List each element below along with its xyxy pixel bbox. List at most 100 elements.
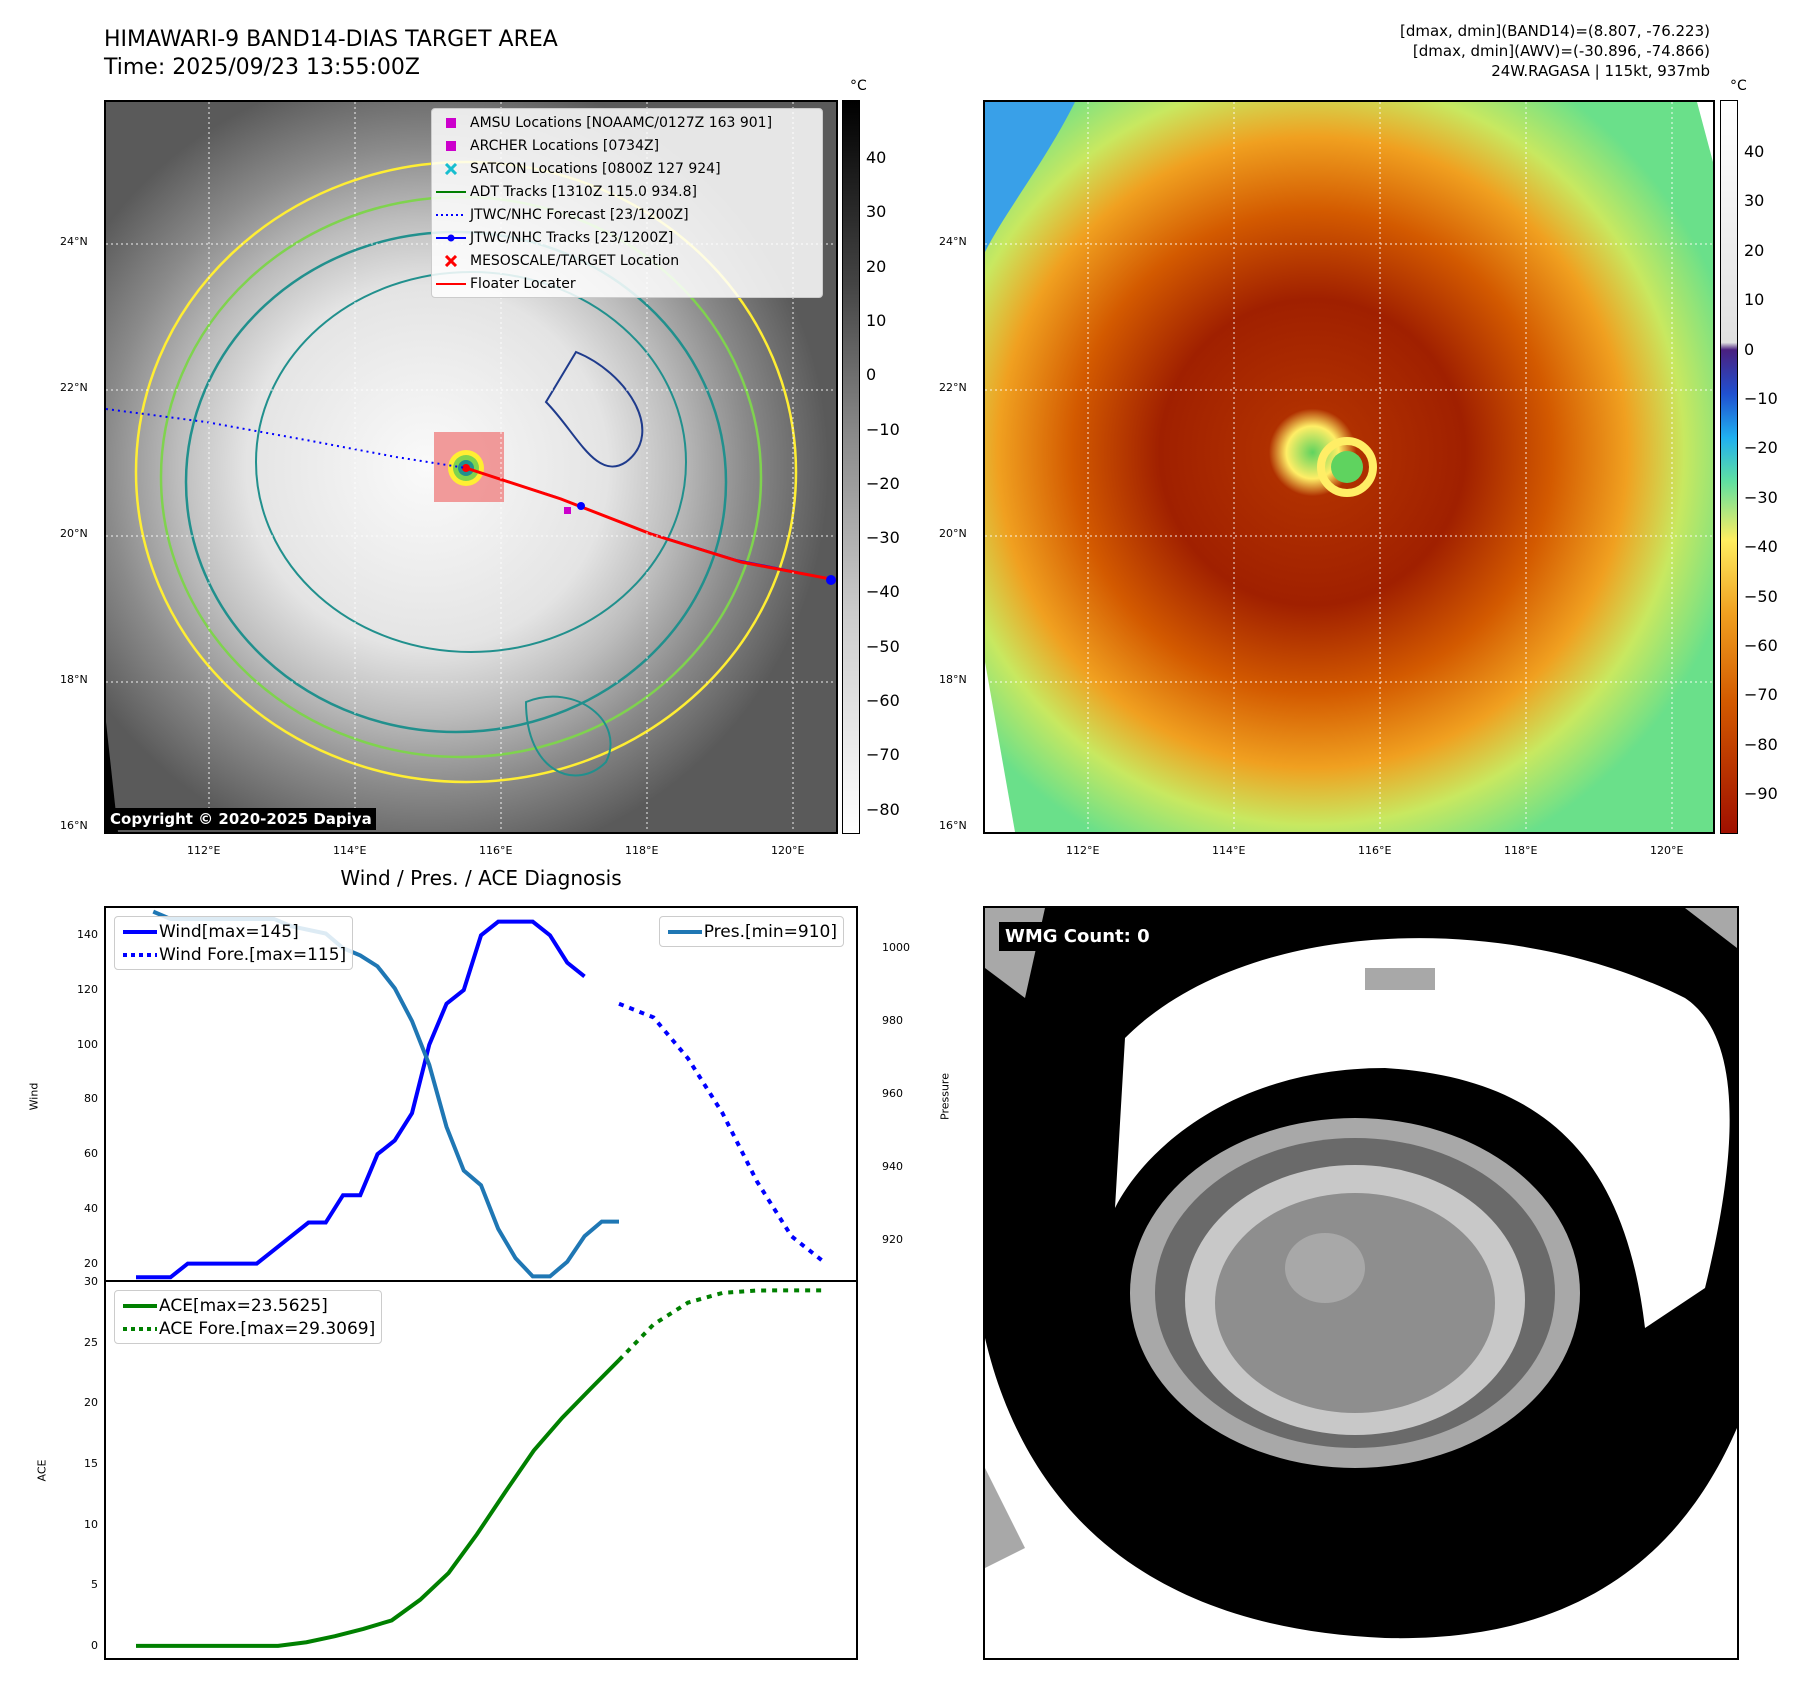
pressure-ytick: 1000 (882, 941, 910, 955)
colorbar-tick: −50 (1744, 586, 1778, 606)
ir-legend-label: Floater Locater (470, 275, 576, 292)
ir-legend-item: JTWC/NHC Tracks [23/1200Z] (432, 226, 822, 249)
pressure-axis-label: Pressure (938, 1073, 952, 1120)
pressure-legend: Pres.[min=910] (658, 916, 844, 947)
lon-tick: 118°E (1504, 844, 1538, 857)
ir-map-panel: AMSU Locations [NOAAMC/0127Z 163 901] ARC… (104, 100, 838, 834)
wind-forecast-line (618, 1001, 828, 1266)
colorbar-tick: −40 (1744, 537, 1778, 557)
colorbar-tick: −40 (866, 582, 900, 602)
colorbar-tick: −10 (1744, 389, 1778, 408)
ir-legend-item: ADT Tracks [1310Z 115.0 934.8] (432, 180, 822, 203)
wind-fore-legend-label: Wind Fore.[max=115] (159, 944, 347, 965)
ace-ytick: 5 (91, 1578, 98, 1592)
diag-title: Wind / Pres. / ACE Diagnosis (340, 866, 622, 890)
lon-tick: 114°E (333, 844, 367, 857)
colorbar-tick: 10 (866, 310, 887, 330)
awv-map-panel (983, 100, 1715, 834)
ir-legend: AMSU Locations [NOAAMC/0127Z 163 901] ARC… (431, 108, 823, 298)
awv-info-line2: [dmax, dmin](AWV)=(-30.896, -74.866) (1412, 42, 1710, 60)
lat-tick: 24°N (939, 235, 967, 248)
lon-tick: 118°E (625, 844, 659, 857)
ir-legend-label: MESOSCALE/TARGET Location (470, 252, 680, 269)
wind-pressure-chart: Wind[max=145] Wind Fore.[max=115] Pres.[… (104, 906, 858, 1282)
colorbar-tick: −20 (1744, 438, 1778, 458)
lon-tick: 120°E (771, 844, 805, 857)
pressure-ytick: 960 (882, 1087, 903, 1100)
ace-forecast-line (617, 1288, 826, 1362)
colorbar-tick: −60 (866, 691, 900, 710)
ace-plot (136, 1288, 826, 1648)
colorbar-tick: 20 (1744, 240, 1765, 260)
lat-tick: 20°N (939, 527, 967, 540)
copyright-badge: Copyright © 2020-2025 Dapiya (106, 808, 376, 830)
ace-legend: ACE[max=23.5625] ACE Fore.[max=29.3069] (114, 1290, 383, 1344)
lat-tick: 18°N (60, 673, 88, 686)
colorbar-tick: 30 (866, 202, 887, 222)
ir-legend-label: JTWC/NHC Tracks [23/1200Z] (470, 229, 674, 246)
wmg-count-label: WMG Count: 0 (999, 922, 1156, 951)
ir-legend-item: MESOSCALE/TARGET Location (432, 249, 822, 272)
colorbar-tick: −70 (866, 745, 900, 765)
awv-colorbar-unit: °C (1730, 78, 1747, 94)
ace-fore-legend-item: ACE Fore.[max=29.3069] (121, 1317, 375, 1340)
lat-tick: 22°N (939, 381, 967, 394)
wind-ytick: 80 (84, 1092, 98, 1106)
wind-ytick: 140 (77, 928, 98, 942)
ir-legend-item: Floater Locater (432, 272, 822, 295)
pressure-legend-item: Pres.[min=910] (666, 920, 837, 943)
wind-legend: Wind[max=145] Wind Fore.[max=115] (114, 916, 354, 970)
lon-tick: 112°E (187, 844, 221, 857)
colorbar-tick: −90 (1744, 784, 1778, 804)
wmg-panel: WMG Count: 0 (983, 906, 1739, 1660)
colorbar-tick: −60 (1744, 636, 1778, 655)
ir-legend-item: ARCHER Locations [0734Z] (432, 134, 822, 157)
wind-line (136, 919, 586, 1280)
colorbar-tick: 20 (866, 256, 887, 276)
wmg-image (985, 908, 1737, 1658)
ir-legend-label: SATCON Locations [0800Z 127 924] (470, 160, 721, 177)
wind-fore-legend-item: Wind Fore.[max=115] (121, 943, 346, 966)
lat-tick: 18°N (939, 673, 967, 686)
colorbar-tick: 10 (1744, 290, 1765, 310)
colorbar-tick: −70 (1744, 685, 1778, 705)
wind-ytick: 60 (84, 1147, 98, 1161)
awv-colorbar (1720, 100, 1738, 834)
colorbar-tick: 40 (866, 148, 887, 167)
ir-legend-label: ADT Tracks [1310Z 115.0 934.8] (470, 183, 697, 200)
ir-title-line2: Time: 2025/09/23 13:55:00Z (104, 55, 420, 80)
ace-ytick: 15 (84, 1456, 98, 1470)
pressure-legend-label: Pres.[min=910] (703, 921, 837, 942)
ace-ytick: 20 (84, 1396, 98, 1410)
ace-legend-label: ACE[max=23.5625] (159, 1295, 328, 1316)
wind-ytick: 120 (77, 983, 98, 997)
colorbar-tick: 0 (1744, 339, 1755, 359)
awv-info-line1: [dmax, dmin](BAND14)=(8.807, -76.223) (1399, 22, 1710, 40)
lat-tick: 22°N (60, 381, 88, 394)
ace-ytick: 30 (84, 1275, 98, 1288)
lon-tick: 112°E (1066, 844, 1100, 857)
colorbar-tick: −10 (866, 419, 900, 439)
ir-legend-label: AMSU Locations [NOAAMC/0127Z 163 901] (470, 114, 773, 131)
ir-legend-label: ARCHER Locations [0734Z] (470, 137, 660, 154)
colorbar-tick: 40 (1744, 142, 1765, 161)
ir-legend-item: AMSU Locations [NOAAMC/0127Z 163 901] (432, 111, 822, 134)
ace-ytick: 0 (91, 1638, 98, 1652)
wind-ytick: 40 (84, 1201, 98, 1215)
colorbar-tick: 30 (1744, 191, 1765, 211)
pressure-ytick: 980 (882, 1014, 903, 1028)
ace-ytick: 10 (84, 1517, 98, 1531)
ir-title-line1: HIMAWARI-9 BAND14-DIAS TARGET AREA (104, 27, 558, 52)
ace-axis-label: ACE (35, 1459, 49, 1482)
lon-tick: 114°E (1212, 844, 1246, 857)
ace-ytick: 25 (84, 1335, 98, 1349)
lat-tick: 20°N (60, 527, 88, 540)
lon-tick: 120°E (1650, 844, 1684, 857)
lat-tick: 16°N (60, 819, 88, 832)
wind-ytick: 20 (84, 1256, 98, 1270)
lon-tick: 116°E (479, 844, 513, 857)
awv-info-line3: 24W.RAGASA | 115kt, 937mb (1491, 62, 1710, 80)
lat-tick: 16°N (939, 819, 967, 832)
ace-line (136, 1358, 621, 1648)
colorbar-tick: −50 (866, 636, 900, 656)
